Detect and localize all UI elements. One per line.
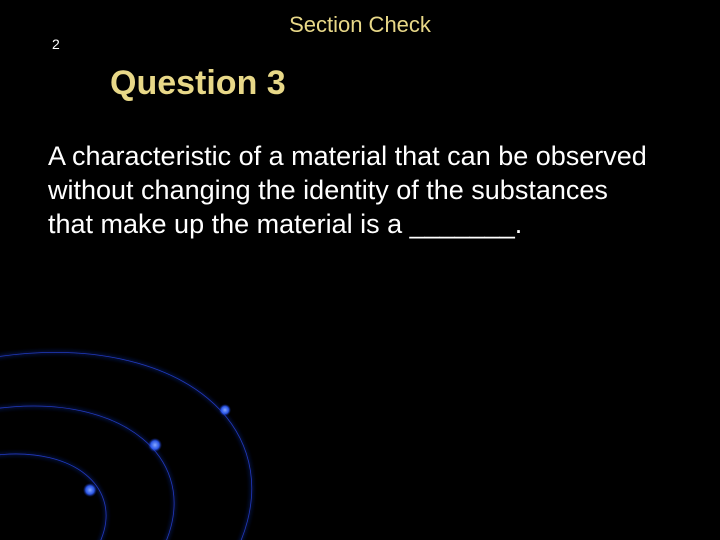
section-header: Section Check xyxy=(0,12,720,38)
slide: Section Check 2 Question 3 A characteris… xyxy=(0,0,720,540)
question-body: A characteristic of a material that can … xyxy=(48,140,660,241)
question-title: Question 3 xyxy=(110,64,286,103)
section-number: 2 xyxy=(52,36,60,52)
